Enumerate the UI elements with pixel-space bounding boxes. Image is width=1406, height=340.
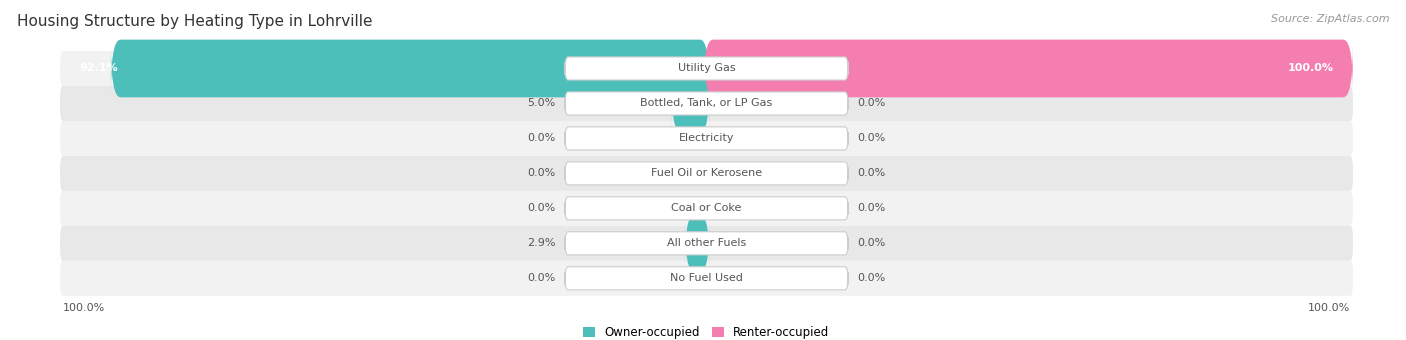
Text: Utility Gas: Utility Gas bbox=[678, 64, 735, 73]
FancyBboxPatch shape bbox=[60, 51, 1353, 86]
FancyBboxPatch shape bbox=[565, 197, 848, 220]
FancyBboxPatch shape bbox=[565, 57, 848, 80]
Text: Electricity: Electricity bbox=[679, 133, 734, 143]
FancyBboxPatch shape bbox=[685, 215, 710, 272]
Text: 100.0%: 100.0% bbox=[63, 304, 105, 313]
FancyBboxPatch shape bbox=[60, 191, 1353, 226]
FancyBboxPatch shape bbox=[60, 86, 1353, 121]
Text: 0.0%: 0.0% bbox=[527, 273, 555, 283]
Text: No Fuel Used: No Fuel Used bbox=[671, 273, 742, 283]
Text: 0.0%: 0.0% bbox=[858, 238, 886, 248]
Text: 5.0%: 5.0% bbox=[527, 99, 555, 108]
Text: Fuel Oil or Kerosene: Fuel Oil or Kerosene bbox=[651, 168, 762, 179]
Text: Housing Structure by Heating Type in Lohrville: Housing Structure by Heating Type in Loh… bbox=[17, 14, 373, 29]
Text: 0.0%: 0.0% bbox=[858, 273, 886, 283]
Text: 0.0%: 0.0% bbox=[527, 133, 555, 143]
FancyBboxPatch shape bbox=[565, 267, 848, 290]
Text: 0.0%: 0.0% bbox=[527, 203, 555, 214]
FancyBboxPatch shape bbox=[565, 127, 848, 150]
FancyBboxPatch shape bbox=[111, 40, 710, 97]
Text: Source: ZipAtlas.com: Source: ZipAtlas.com bbox=[1271, 14, 1389, 23]
FancyBboxPatch shape bbox=[60, 226, 1353, 261]
FancyBboxPatch shape bbox=[703, 40, 1353, 97]
Text: 0.0%: 0.0% bbox=[858, 133, 886, 143]
Text: 100.0%: 100.0% bbox=[1288, 64, 1334, 73]
Text: Bottled, Tank, or LP Gas: Bottled, Tank, or LP Gas bbox=[640, 99, 773, 108]
FancyBboxPatch shape bbox=[671, 74, 710, 132]
FancyBboxPatch shape bbox=[60, 121, 1353, 156]
Text: 92.1%: 92.1% bbox=[79, 64, 118, 73]
Legend: Owner-occupied, Renter-occupied: Owner-occupied, Renter-occupied bbox=[579, 321, 834, 340]
Text: Coal or Coke: Coal or Coke bbox=[671, 203, 742, 214]
FancyBboxPatch shape bbox=[60, 156, 1353, 191]
FancyBboxPatch shape bbox=[565, 232, 848, 255]
Text: 0.0%: 0.0% bbox=[858, 168, 886, 179]
FancyBboxPatch shape bbox=[60, 261, 1353, 296]
Text: All other Fuels: All other Fuels bbox=[666, 238, 747, 248]
Text: 100.0%: 100.0% bbox=[1308, 304, 1350, 313]
Text: 0.0%: 0.0% bbox=[858, 203, 886, 214]
FancyBboxPatch shape bbox=[565, 162, 848, 185]
Text: 0.0%: 0.0% bbox=[527, 168, 555, 179]
FancyBboxPatch shape bbox=[565, 92, 848, 115]
Text: 2.9%: 2.9% bbox=[527, 238, 555, 248]
Text: 0.0%: 0.0% bbox=[858, 99, 886, 108]
